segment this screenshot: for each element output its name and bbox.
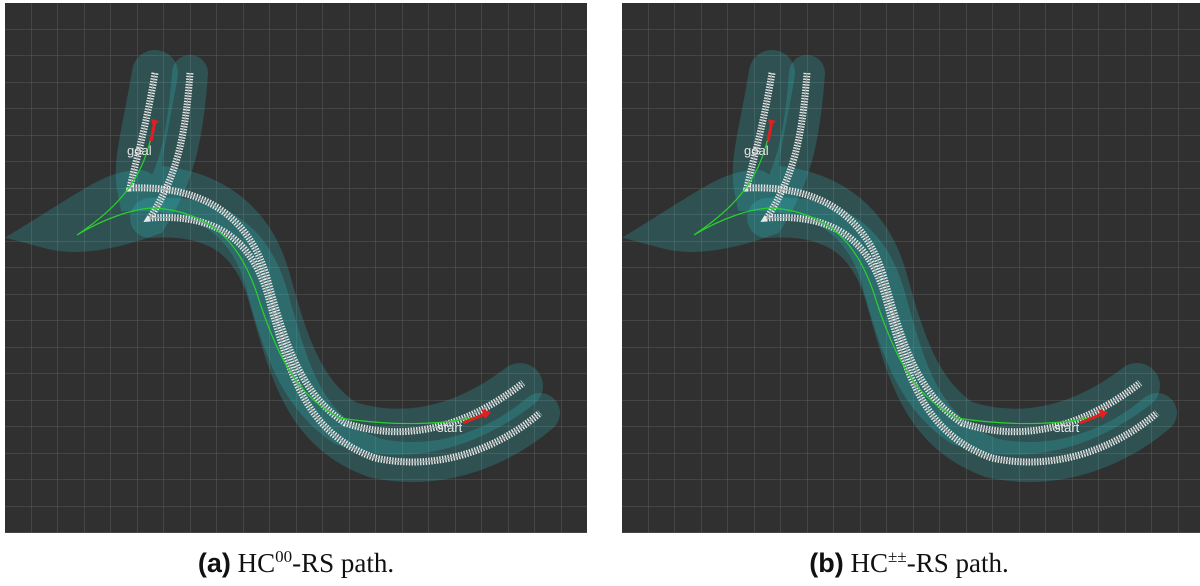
caption-a: (a) HC00-RS path. [198, 547, 394, 578]
start-label: start [1054, 420, 1080, 435]
caption-text: HC [238, 548, 276, 578]
panel-a: goal start [5, 3, 587, 533]
figure: goal start goal start (a) HC00-RS path. … [0, 0, 1200, 586]
caption-label: (b) [809, 548, 843, 578]
caption-sup: 00 [275, 547, 292, 566]
goal-label: goal [127, 143, 152, 158]
page: {"panels": [ {"label": "(a)", "caption":… [0, 0, 1200, 586]
panel-b: goal start [622, 3, 1200, 533]
start-label: start [437, 420, 463, 435]
caption-b: (b) HC±±-RS path. [809, 547, 1008, 578]
caption-sup: ±± [888, 547, 907, 566]
caption-text: -RS path. [292, 548, 394, 578]
caption-text: -RS path. [907, 548, 1009, 578]
caption-text: HC [851, 548, 889, 578]
goal-label: goal [744, 143, 769, 158]
caption-label: (a) [198, 548, 231, 578]
